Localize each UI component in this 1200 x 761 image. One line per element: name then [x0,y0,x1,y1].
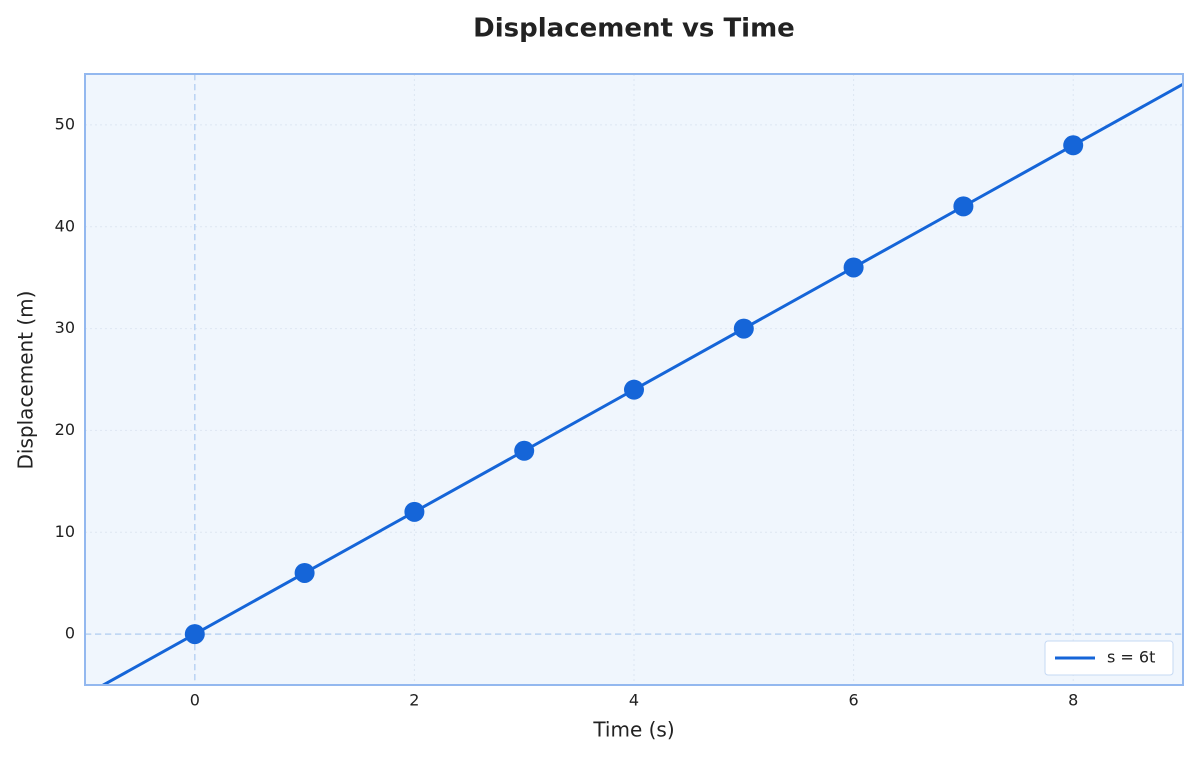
y-tick-label: 20 [55,420,75,439]
y-axis-label: Displacement (m) [14,291,38,470]
grid [85,74,1183,685]
y-tick-label: 30 [55,318,75,337]
plot [100,82,1183,685]
chart-title: Displacement vs Time [473,14,795,44]
data-point [294,562,315,583]
x-tick-label: 6 [849,691,859,710]
data-point [843,257,864,278]
y-tick-label: 50 [55,114,75,133]
x-tick-label: 2 [409,691,419,710]
data-point [514,440,535,461]
data-point [624,379,644,400]
x-axis-label: Time (s) [592,718,674,742]
x-tick-label: 8 [1068,691,1078,710]
data-point [184,624,205,645]
data-point [733,318,754,339]
x-tick-label: 4 [629,691,639,710]
data-point [1063,135,1084,156]
legend-label: s = 6t [1107,648,1155,667]
data-point [953,196,974,217]
legend-box [1044,640,1174,676]
legend: s = 6t [1044,640,1174,676]
data-point [404,501,425,522]
y-tick-label: 10 [55,522,75,541]
x-tick-label: 0 [190,691,200,710]
plot-border [84,73,1184,686]
y-tick-label: 40 [55,216,75,235]
y-tick-label: 0 [65,624,75,643]
